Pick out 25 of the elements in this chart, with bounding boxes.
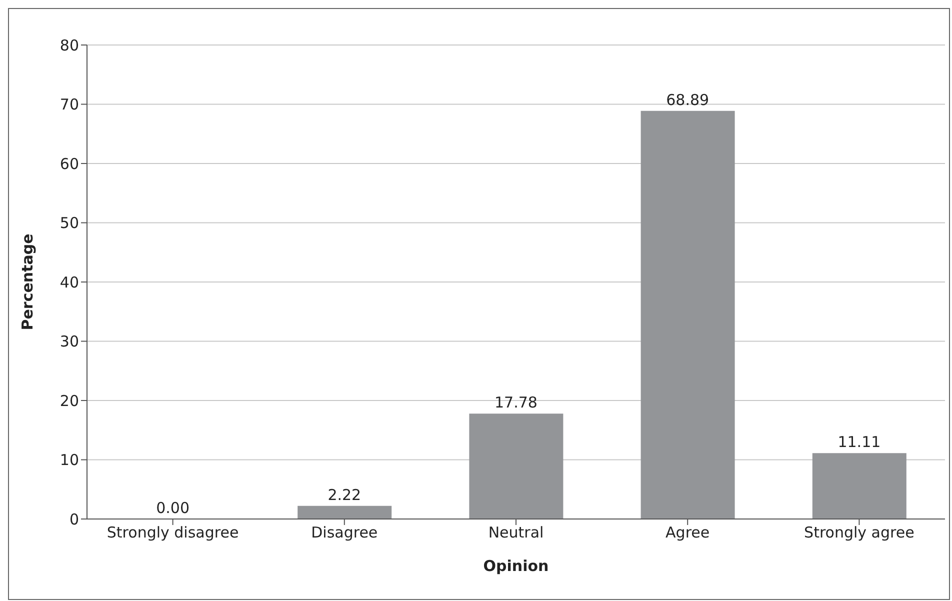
x-tick-label: Strongly disagree [106, 524, 239, 542]
x-tick-label: Neutral [488, 524, 544, 542]
bar [469, 414, 564, 519]
y-tick-label: 0 [69, 510, 79, 528]
y-tick-label: 20 [60, 392, 79, 410]
y-tick-label: 30 [60, 332, 79, 351]
data-label: 68.89 [666, 90, 710, 109]
data-label: 11.11 [838, 433, 881, 452]
y-tick-label: 40 [60, 273, 79, 292]
bar [812, 453, 906, 519]
y-tick-label: 10 [60, 451, 79, 470]
x-axis-title: Opinion [483, 557, 549, 575]
x-tick-label: Agree [666, 524, 710, 542]
bar [640, 110, 735, 519]
y-tick-label: 50 [60, 214, 79, 232]
data-label: 2.22 [328, 486, 362, 504]
y-tick-label: 80 [60, 36, 79, 54]
y-tick-label: 70 [60, 96, 79, 114]
x-tick-label: Strongly agree [804, 524, 914, 542]
data-label: 17.78 [494, 394, 538, 412]
data-label: 0.00 [156, 499, 190, 517]
y-tick-label: 60 [60, 154, 79, 173]
x-tick-label: Disagree [311, 524, 378, 542]
bar [298, 506, 392, 519]
y-axis-title: Percentage [18, 234, 36, 330]
